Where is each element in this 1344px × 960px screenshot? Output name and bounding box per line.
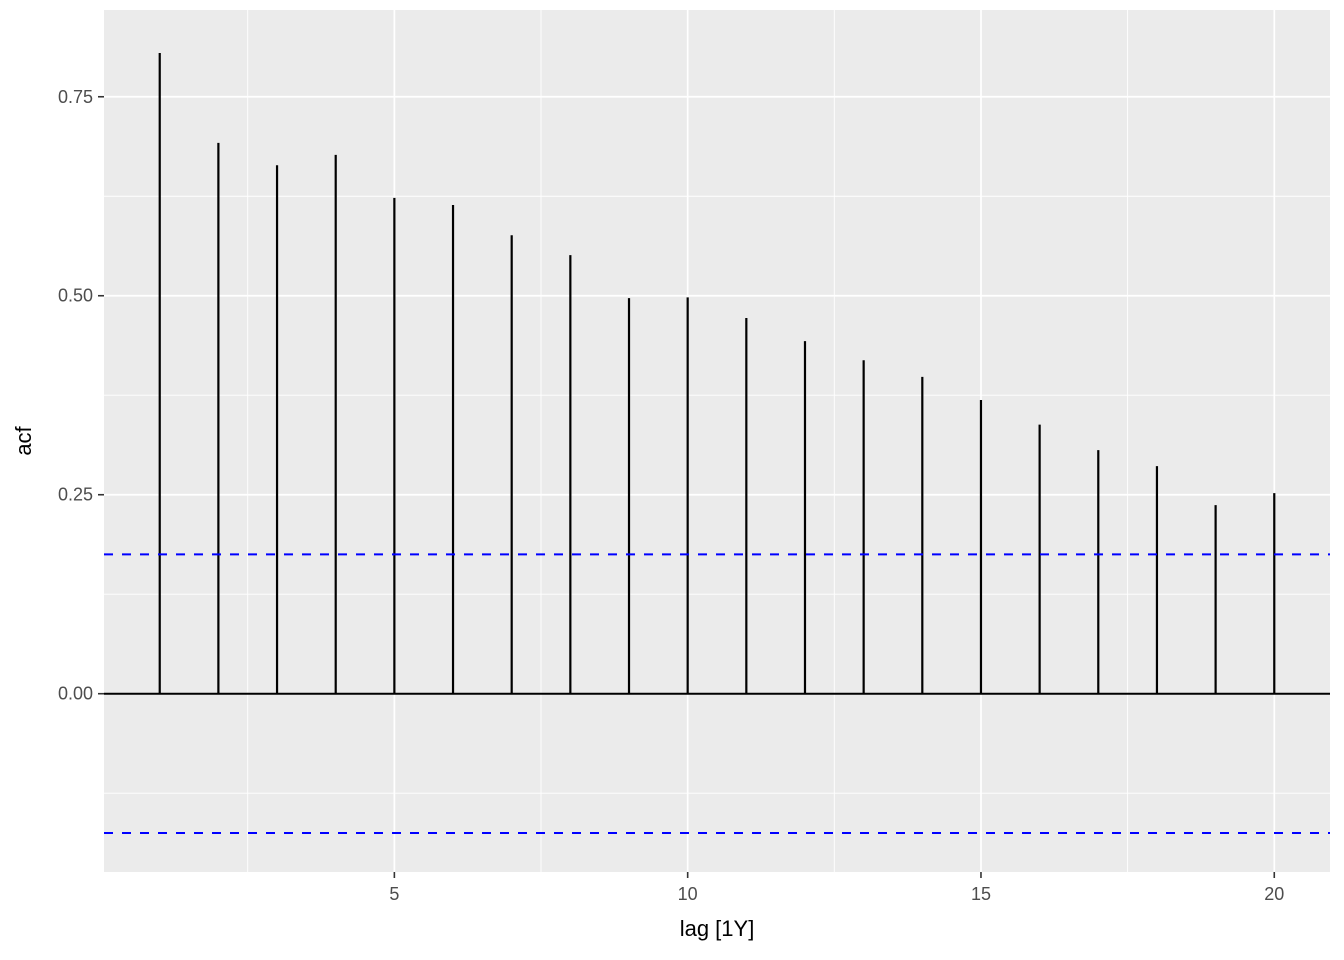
y-tick-label: 0.00: [58, 684, 93, 704]
x-axis-title: lag [1Y]: [679, 916, 755, 941]
x-tick-label: 10: [678, 884, 698, 904]
x-tick-label: 20: [1264, 884, 1284, 904]
x-tick-label: 15: [971, 884, 991, 904]
y-tick-label: 0.50: [58, 286, 93, 306]
y-tick-label: 0.25: [58, 485, 93, 505]
y-axis-title: acf: [11, 426, 36, 456]
y-tick-label: 0.75: [58, 87, 93, 107]
panel-background: [104, 10, 1330, 872]
x-tick-label: 5: [389, 884, 399, 904]
